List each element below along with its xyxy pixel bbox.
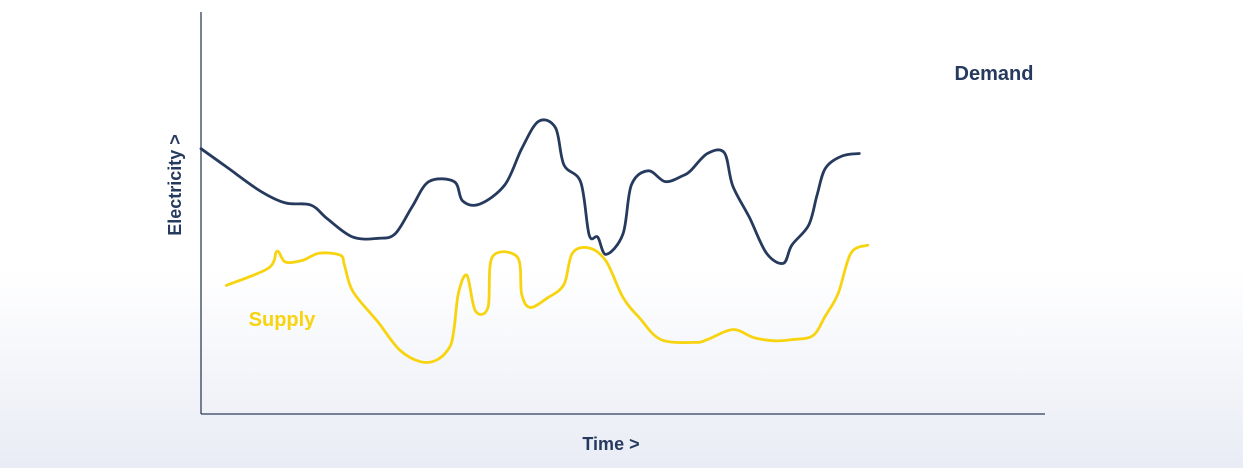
demand-series-label: Demand [955, 63, 1034, 85]
series-demand: Demand [199, 63, 1034, 265]
series-supply: Supply [224, 243, 870, 364]
supply-series-label: Supply [249, 309, 317, 331]
y-axis-label: Electricity > [165, 134, 185, 236]
x-axis-label: Time > [582, 434, 639, 454]
supply-line [224, 243, 870, 364]
demand-line [199, 118, 861, 265]
